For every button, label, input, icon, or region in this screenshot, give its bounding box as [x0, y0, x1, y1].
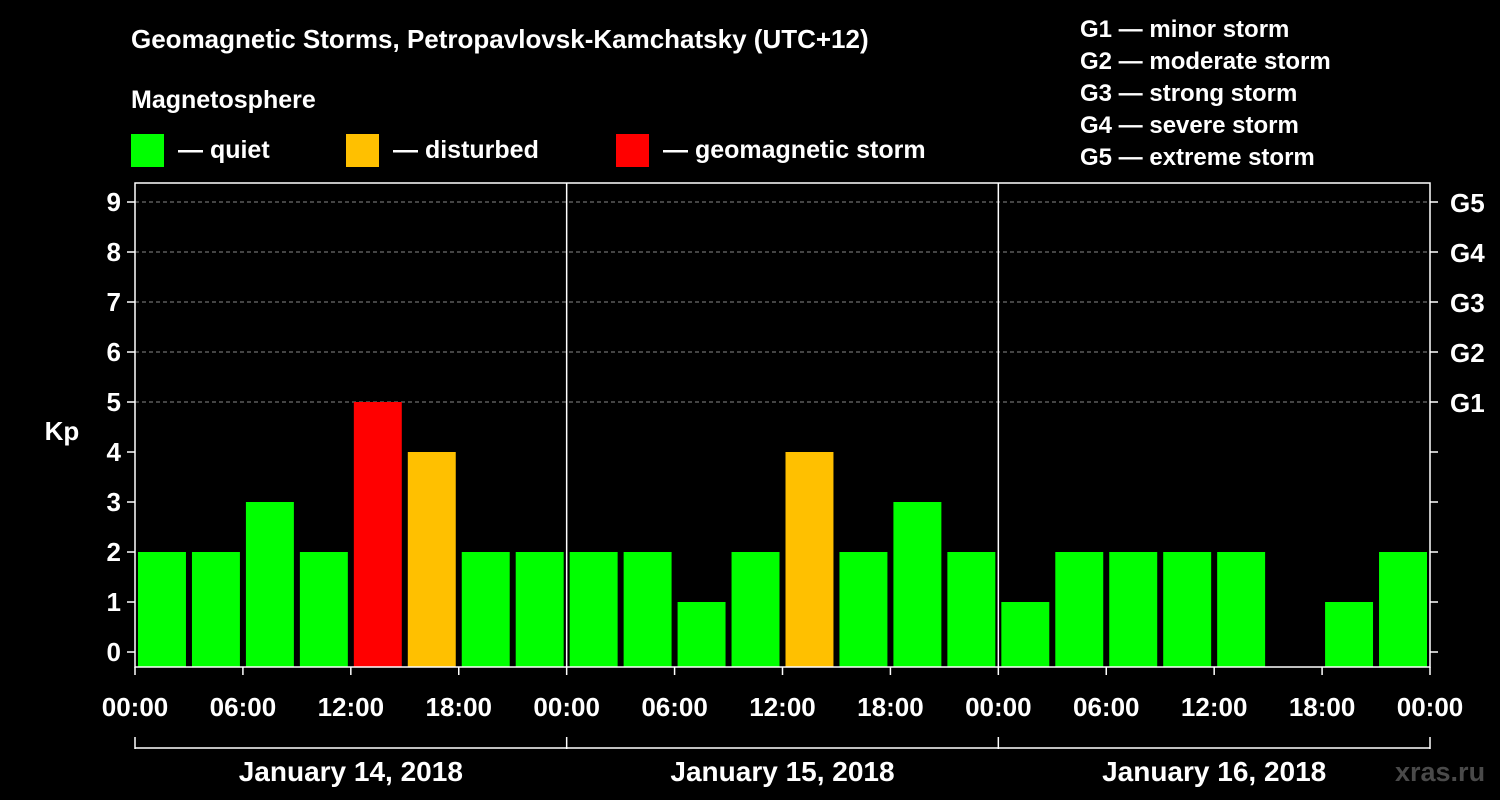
day-label-0: January 14, 2018: [239, 756, 463, 787]
kp-bar-0: [138, 552, 186, 667]
y-tick-label-9: 9: [107, 187, 121, 217]
kp-bar-6: [461, 552, 510, 667]
x-tick-label-4: 00:00: [533, 692, 600, 722]
g-level-label-G4: G4: [1450, 238, 1485, 268]
y-tick-label-8: 8: [107, 237, 121, 267]
g-level-label-G5: G5: [1450, 188, 1485, 218]
kp-bar-16: [1001, 602, 1050, 667]
y-axis-label: Kp: [45, 416, 80, 446]
kp-bar-18: [1109, 552, 1158, 667]
kp-bar-22: [1325, 602, 1374, 667]
kp-bar-23: [1379, 552, 1427, 667]
storm-scale-g3: G3 — strong storm: [1080, 80, 1298, 107]
x-tick-label-12: 00:00: [1397, 692, 1464, 722]
g-level-label-G3: G3: [1450, 288, 1485, 318]
kp-bar-2: [245, 502, 294, 667]
x-tick-label-8: 00:00: [965, 692, 1032, 722]
x-tick-label-5: 06:00: [641, 692, 708, 722]
g-level-label-G2: G2: [1450, 338, 1485, 368]
x-tick-label-11: 18:00: [1289, 692, 1356, 722]
legend-disturbed: — disturbed: [346, 134, 539, 167]
x-tick-label-10: 12:00: [1181, 692, 1248, 722]
y-tick-label-3: 3: [107, 487, 121, 517]
x-tick-label-7: 18:00: [857, 692, 924, 722]
x-tick-label-3: 18:00: [426, 692, 493, 722]
legend-disturbed-swatch: [346, 134, 379, 167]
legend-quiet-swatch: [131, 134, 164, 167]
kp-bar-19: [1163, 552, 1212, 667]
g-level-label-G1: G1: [1450, 388, 1485, 418]
storm-scale-g5: G5 — extreme storm: [1080, 144, 1315, 171]
y-tick-label-1: 1: [107, 587, 121, 617]
y-tick-label-7: 7: [107, 287, 121, 317]
kp-bar-10: [677, 602, 726, 667]
kp-bar-9: [623, 552, 672, 667]
legend-storm: — geomagnetic storm: [616, 134, 926, 167]
legend-storm-swatch: [616, 134, 649, 167]
legend-storm-label: — geomagnetic storm: [663, 136, 926, 164]
storm-scale-g4: G4 — severe storm: [1080, 112, 1299, 139]
legend-quiet: — quiet: [131, 134, 270, 167]
legend-disturbed-label: — disturbed: [393, 136, 539, 164]
day-label-1: January 15, 2018: [670, 756, 894, 787]
watermark: xras.ru: [1395, 757, 1486, 787]
kp-bar-8: [569, 552, 618, 667]
day-label-2: January 16, 2018: [1102, 756, 1326, 787]
kp-bar-14: [893, 502, 942, 667]
storm-scale-g1: G1 — minor storm: [1080, 16, 1290, 43]
storm-scale-g2: G2 — moderate storm: [1080, 48, 1331, 75]
x-tick-label-2: 12:00: [318, 692, 385, 722]
magnetosphere-heading: Magnetosphere: [131, 86, 316, 114]
storm-scale-list: G1 — minor storm G2 — moderate storm G3 …: [1080, 14, 1331, 174]
kp-bar-11: [731, 552, 780, 667]
kp-bar-20: [1217, 552, 1266, 667]
kp-bar-15: [947, 552, 996, 667]
legend-quiet-label: — quiet: [178, 136, 270, 164]
kp-bar-4: [353, 402, 402, 667]
kp-bar-1: [191, 552, 240, 667]
x-tick-label-9: 06:00: [1073, 692, 1140, 722]
x-tick-label-0: 00:00: [102, 692, 169, 722]
y-tick-label-0: 0: [107, 637, 121, 667]
kp-bar-13: [839, 552, 888, 667]
x-tick-label-1: 06:00: [210, 692, 277, 722]
chart-title: Geomagnetic Storms, Petropavlovsk-Kamcha…: [131, 24, 869, 54]
y-tick-label-6: 6: [107, 337, 121, 367]
kp-bar-7: [515, 552, 564, 667]
x-tick-label-6: 12:00: [749, 692, 816, 722]
kp-bar-17: [1055, 552, 1104, 667]
y-tick-label-4: 4: [107, 437, 122, 467]
y-tick-label-5: 5: [107, 387, 121, 417]
y-tick-label-2: 2: [107, 537, 121, 567]
kp-bar-12: [785, 452, 834, 667]
kp-bar-3: [299, 552, 348, 667]
kp-bar-5: [407, 452, 456, 667]
